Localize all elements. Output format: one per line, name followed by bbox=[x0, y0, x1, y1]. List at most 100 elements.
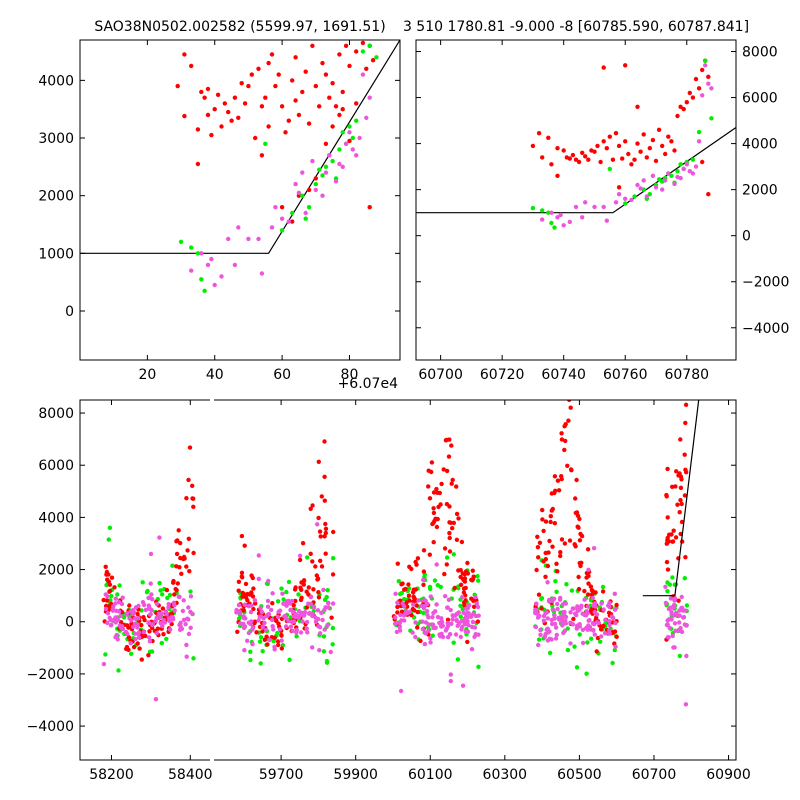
data-point-violet bbox=[700, 93, 705, 98]
data-point-red bbox=[669, 532, 674, 537]
data-point-red bbox=[290, 78, 295, 83]
data-point-red bbox=[665, 567, 671, 572]
data-point-green bbox=[165, 595, 170, 601]
data-point-red bbox=[137, 646, 142, 651]
data-point-violet bbox=[416, 598, 421, 603]
data-point-red bbox=[323, 521, 328, 527]
data-point-red bbox=[160, 606, 166, 611]
data-point-violet bbox=[448, 678, 453, 684]
x-tick-label: 59700 bbox=[259, 767, 304, 783]
data-point-violet bbox=[146, 595, 151, 601]
data-point-violet bbox=[258, 606, 263, 611]
data-point-green bbox=[167, 592, 173, 598]
data-point-green bbox=[320, 173, 325, 178]
data-point-violet bbox=[136, 603, 141, 609]
data-point-violet bbox=[248, 621, 253, 627]
data-point-violet bbox=[147, 606, 152, 612]
data-point-red bbox=[548, 514, 553, 519]
data-point-violet bbox=[678, 175, 683, 181]
data-point-red bbox=[429, 460, 435, 465]
data-point-violet bbox=[554, 632, 559, 638]
data-point-red bbox=[106, 572, 111, 577]
data-point-violet bbox=[607, 631, 612, 636]
data-point-red bbox=[395, 561, 400, 566]
data-point-red bbox=[403, 586, 408, 592]
data-point-violet bbox=[435, 614, 441, 620]
data-point-red bbox=[195, 127, 201, 132]
data-point-red bbox=[313, 564, 318, 569]
data-point-red bbox=[409, 612, 414, 618]
data-point-violet bbox=[551, 608, 556, 613]
data-point-violet bbox=[588, 627, 593, 632]
data-point-green bbox=[406, 586, 412, 591]
data-point-violet bbox=[453, 632, 459, 637]
data-point-violet bbox=[561, 223, 566, 228]
data-point-violet bbox=[472, 634, 477, 639]
data-point-red bbox=[189, 63, 194, 69]
data-point-violet bbox=[163, 609, 168, 614]
plot-marks bbox=[416, 58, 736, 230]
data-point-violet bbox=[315, 522, 320, 527]
data-point-violet bbox=[326, 605, 331, 610]
data-point-violet bbox=[270, 591, 275, 596]
data-point-violet bbox=[279, 638, 284, 643]
data-point-red bbox=[552, 521, 557, 526]
data-point-violet bbox=[116, 617, 121, 623]
data-point-red bbox=[675, 113, 680, 119]
data-point-violet bbox=[677, 608, 682, 613]
data-point-violet bbox=[304, 626, 309, 631]
data-point-violet bbox=[397, 620, 402, 626]
data-point-green bbox=[109, 593, 114, 599]
data-point-green bbox=[546, 210, 551, 215]
data-point-red bbox=[535, 534, 540, 539]
data-point-red bbox=[181, 554, 187, 560]
data-point-green bbox=[354, 118, 359, 123]
data-point-red bbox=[176, 528, 181, 533]
data-point-green bbox=[140, 580, 145, 585]
data-point-violet bbox=[580, 627, 586, 632]
data-point-green bbox=[530, 205, 536, 211]
data-point-green bbox=[317, 167, 322, 172]
data-point-violet bbox=[350, 147, 355, 152]
data-point-violet bbox=[118, 613, 123, 619]
data-point-red bbox=[300, 89, 305, 95]
data-point-red bbox=[541, 528, 546, 534]
data-point-violet bbox=[601, 607, 606, 612]
data-point-red bbox=[444, 437, 449, 443]
data-point-red bbox=[665, 466, 670, 472]
data-point-green bbox=[104, 582, 109, 588]
data-point-green bbox=[435, 583, 440, 588]
data-point-red bbox=[598, 159, 603, 165]
data-point-red bbox=[139, 657, 144, 662]
data-point-red bbox=[283, 130, 288, 135]
data-point-violet bbox=[653, 185, 659, 190]
data-point-red bbox=[554, 561, 559, 566]
data-point-red bbox=[186, 536, 191, 541]
data-point-red bbox=[683, 402, 689, 407]
data-point-violet bbox=[465, 619, 470, 624]
data-point-red bbox=[561, 148, 566, 153]
data-point-red bbox=[415, 609, 420, 615]
plot-marks-segment bbox=[234, 400, 700, 707]
data-point-red bbox=[577, 516, 582, 522]
y-tick-label: 8000 bbox=[742, 45, 778, 61]
data-point-red bbox=[447, 504, 452, 509]
data-point-violet bbox=[148, 581, 153, 586]
data-point-red bbox=[454, 537, 460, 542]
data-point-violet bbox=[120, 595, 125, 600]
data-point-violet bbox=[357, 135, 362, 141]
data-point-red bbox=[175, 83, 180, 89]
data-point-green bbox=[475, 574, 480, 579]
data-point-violet bbox=[606, 603, 611, 608]
data-point-violet bbox=[460, 594, 465, 600]
data-point-violet bbox=[154, 630, 159, 636]
data-point-violet bbox=[205, 262, 211, 268]
data-point-green bbox=[300, 193, 305, 198]
data-point-red bbox=[340, 89, 345, 95]
data-point-violet bbox=[364, 115, 369, 121]
data-point-green bbox=[330, 642, 335, 647]
data-point-violet bbox=[305, 630, 310, 635]
data-point-red bbox=[552, 490, 557, 496]
data-point-red bbox=[310, 503, 315, 508]
data-point-violet bbox=[549, 637, 554, 642]
